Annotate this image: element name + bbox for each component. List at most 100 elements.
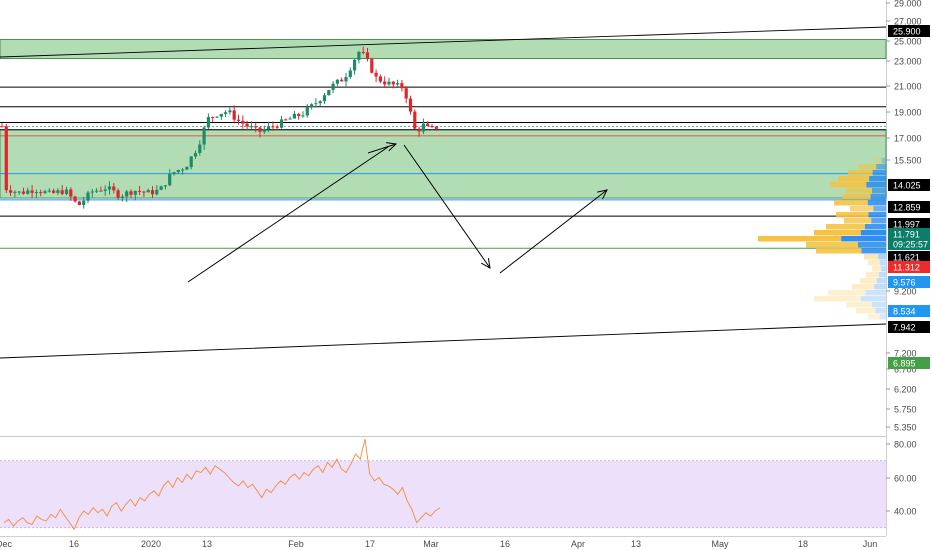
trend-channel-lines[interactable] <box>0 26 887 359</box>
candle-61 <box>262 125 266 134</box>
candle-101 <box>434 126 438 131</box>
lower-channel-line <box>0 323 887 359</box>
candle-86 <box>370 57 374 74</box>
candle-4 <box>17 191 21 195</box>
candle-45 <box>193 150 198 159</box>
candle-40 <box>172 171 176 176</box>
date-tick-label: May <box>711 539 729 549</box>
candle-body <box>361 51 365 53</box>
volume-bar-up-13 <box>758 236 842 242</box>
candle-body <box>353 59 357 71</box>
volume-bar-down-14 <box>858 242 886 248</box>
horizontal-levels[interactable] <box>0 0 886 249</box>
volume-bar-down-18 <box>881 266 886 272</box>
date-tick-label: 13 <box>631 539 641 549</box>
candle-body <box>374 72 378 77</box>
candle-1 <box>4 123 8 194</box>
volume-bar-down-19 <box>879 272 886 278</box>
candle-87 <box>374 69 378 83</box>
volume-bar-down-26 <box>879 314 886 320</box>
candle-body <box>185 167 189 170</box>
candle-7 <box>30 185 34 199</box>
candle-64 <box>275 124 279 131</box>
candle-body <box>267 126 271 130</box>
candle-body <box>181 169 185 171</box>
arrow-shaft <box>499 189 608 274</box>
volume-bar-down-11 <box>865 224 886 230</box>
candle-92 <box>396 79 400 87</box>
price-tick-label: 7.200 <box>894 349 917 359</box>
support-resistance-zones <box>0 39 887 199</box>
candle-body <box>39 192 43 194</box>
candle-body <box>396 83 400 85</box>
candle-body <box>271 126 275 128</box>
candle-63 <box>271 121 275 131</box>
arrow-up-short <box>367 142 398 154</box>
candle-body <box>159 186 163 190</box>
candle-body <box>305 107 309 116</box>
candle-59 <box>254 122 258 133</box>
candle-body <box>56 190 60 193</box>
price-tag-label: 11.997 <box>893 220 920 230</box>
candle-body <box>310 104 314 108</box>
price-tick-label: 5.750 <box>894 405 917 415</box>
price-tag: 8.534 <box>888 305 930 317</box>
candle-54 <box>232 105 236 124</box>
volume-bar-up-4 <box>830 182 867 188</box>
volume-bar-up-20 <box>860 278 877 284</box>
candle-62 <box>267 121 271 133</box>
volume-bar-up-5 <box>846 188 872 194</box>
rsi-tick-label: 40.00 <box>894 507 917 517</box>
candle-body <box>176 170 180 173</box>
candle-body <box>262 129 266 132</box>
price-tag: 25.900 <box>888 25 930 37</box>
candle-25 <box>107 181 112 195</box>
volume-bar-down-21 <box>874 284 886 290</box>
candle-body <box>383 81 387 85</box>
volume-bar-down-10 <box>871 218 886 224</box>
candle-34 <box>146 188 150 193</box>
candle-90 <box>387 77 391 86</box>
price-tag-box <box>888 321 930 333</box>
candle-42 <box>181 167 185 175</box>
volume-bar-up-18 <box>872 266 882 272</box>
candle-19 <box>82 196 86 209</box>
candle-52 <box>224 110 228 118</box>
upper-channel-line <box>0 26 887 58</box>
candle-48 <box>206 113 210 130</box>
candle-49 <box>211 116 215 123</box>
candle-body <box>400 83 404 89</box>
candle-76 <box>327 89 331 96</box>
candle-body <box>288 118 292 120</box>
candle-56 <box>241 115 245 129</box>
candle-body <box>95 190 99 192</box>
volume-bar-up-3 <box>838 176 870 182</box>
volume-bar-up-7 <box>834 200 868 206</box>
candle-29 <box>125 189 129 202</box>
volume-bar-down-3 <box>869 176 886 182</box>
candle-body <box>344 77 348 82</box>
candle-body <box>168 174 172 186</box>
price-tag-label: 14.025 <box>893 181 921 191</box>
candle-66 <box>284 118 288 121</box>
price-tag-label: 11.312 <box>893 263 920 273</box>
candle-79 <box>340 77 344 82</box>
candle-body <box>30 190 34 193</box>
candle-3 <box>13 190 17 198</box>
candle-8 <box>34 189 38 199</box>
candle-24 <box>103 185 107 196</box>
candle-12 <box>52 188 56 194</box>
candlestick-series[interactable] <box>0 46 438 209</box>
volume-bar-up-14 <box>806 242 858 248</box>
projection-arrows[interactable] <box>367 142 608 274</box>
candle-body <box>125 191 129 197</box>
candle-body <box>202 127 206 145</box>
candle-body <box>365 52 370 60</box>
volume-bar-down-15 <box>861 248 886 254</box>
candle-body <box>224 112 228 114</box>
zone-1 <box>0 129 887 199</box>
candle-99 <box>426 121 430 127</box>
candle-27 <box>116 188 120 200</box>
